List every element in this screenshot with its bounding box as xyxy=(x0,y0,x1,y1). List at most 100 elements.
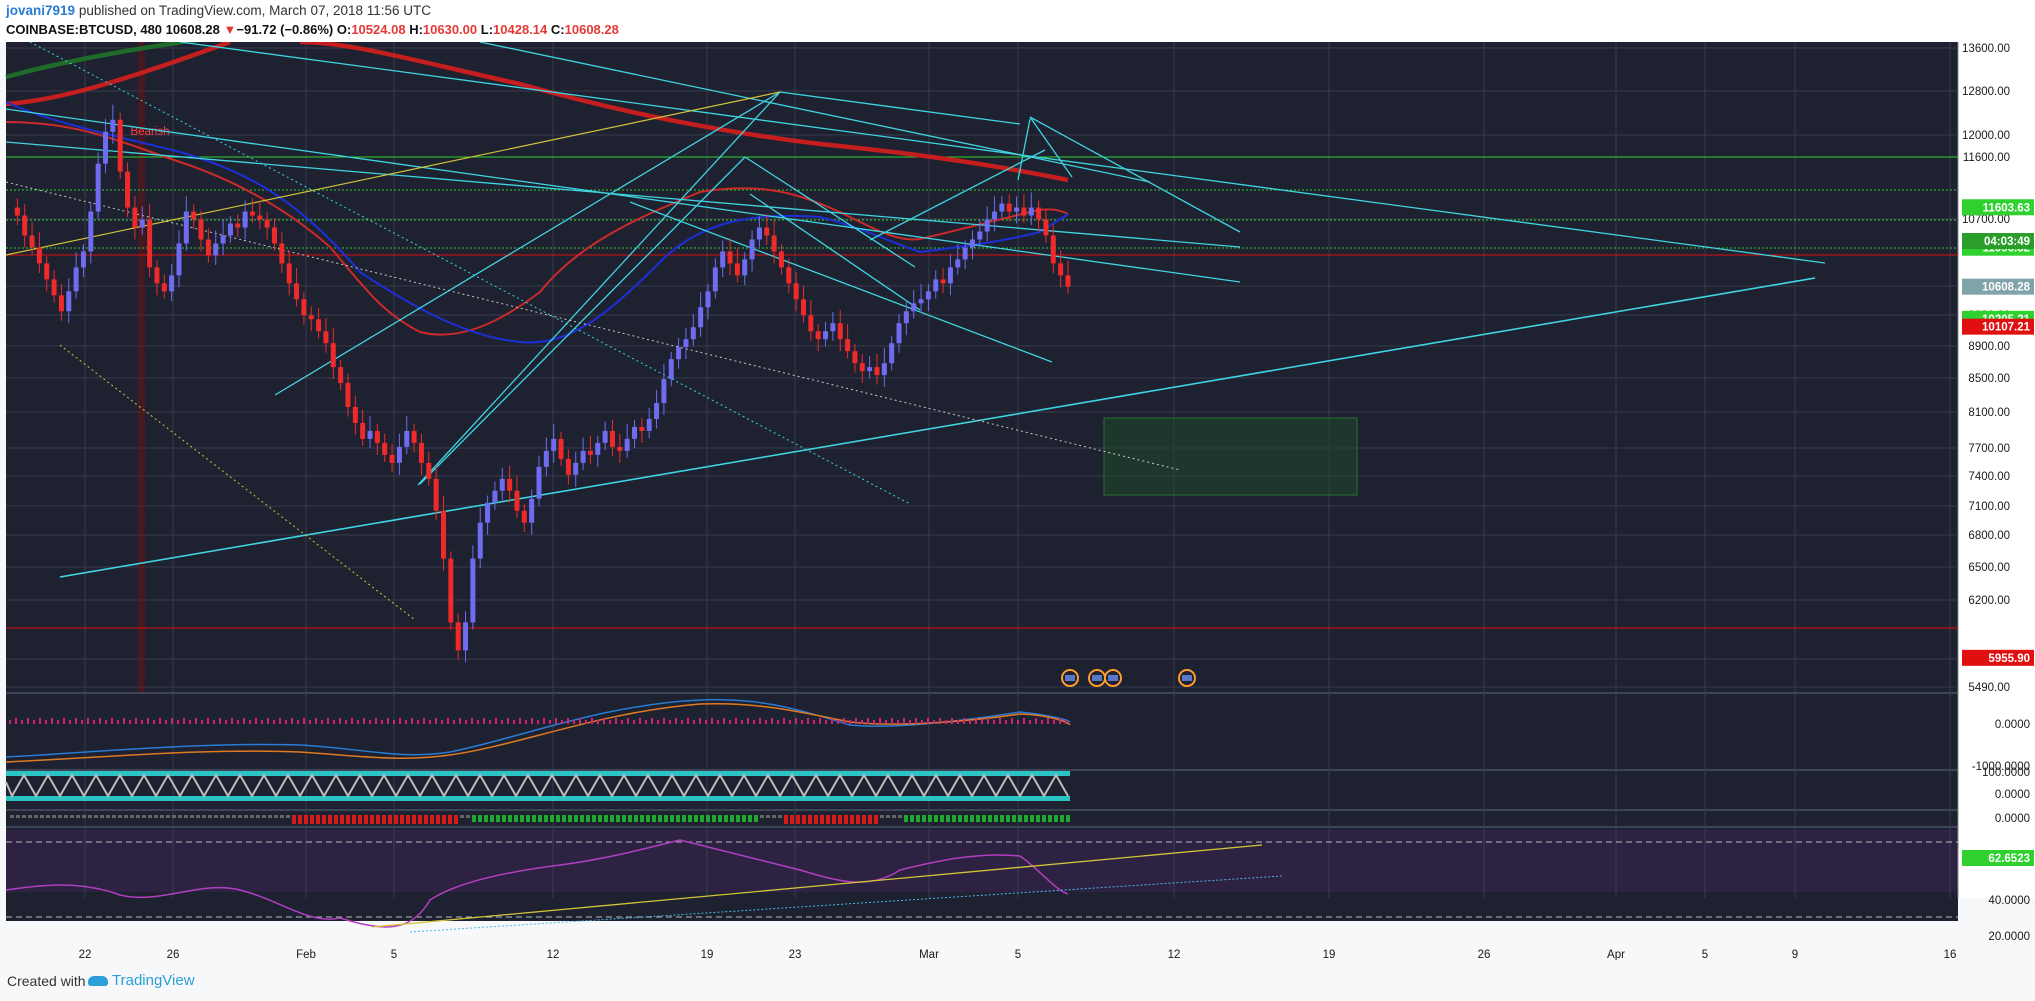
candle-body xyxy=(881,363,887,376)
candle-body xyxy=(661,379,667,404)
momentum-bar xyxy=(526,815,530,822)
momentum-bar xyxy=(370,815,374,824)
momentum-bar xyxy=(310,815,314,824)
candle-body xyxy=(852,351,858,364)
tradingview-link[interactable]: TradingView xyxy=(112,972,195,989)
momentum-bar xyxy=(388,815,392,824)
macd-line xyxy=(5,698,1071,758)
momentum-bar xyxy=(1030,815,1034,822)
momentum-bar xyxy=(856,815,860,824)
momentum-bar xyxy=(22,815,26,818)
momentum-bar xyxy=(292,815,296,824)
momentum-bar xyxy=(784,815,788,824)
momentum-bar xyxy=(736,815,740,822)
momentum-bar xyxy=(106,815,110,818)
candle-body xyxy=(176,243,182,276)
momentum-bar xyxy=(832,815,836,824)
flag-icon xyxy=(1092,675,1102,681)
candle-body xyxy=(896,323,902,344)
momentum-bar xyxy=(58,815,62,818)
momentum-bar xyxy=(28,815,32,818)
header: jovani7919 published on TradingView.com,… xyxy=(0,0,2035,42)
candle-body xyxy=(683,339,689,348)
momentum-bar xyxy=(394,815,398,824)
x-tick-label: Apr xyxy=(1607,949,1625,960)
candle-body xyxy=(845,339,851,352)
candle-body xyxy=(595,442,601,455)
candle-body xyxy=(66,291,72,312)
momentum-bar xyxy=(424,815,428,824)
price-chart[interactable]: 22 26 Feb 5 12 19 23 Mar 5 12 19 26 Apr 5 9 16 13600.00 1… xyxy=(0,42,2035,960)
momentum-bar xyxy=(616,815,620,822)
momentum-bar xyxy=(754,815,758,822)
momentum-bar xyxy=(592,815,596,822)
candle-body xyxy=(874,367,880,376)
momentum-bar xyxy=(688,815,692,822)
momentum-bar xyxy=(694,815,698,822)
high-value: 10630.00 xyxy=(422,22,478,37)
momentum-bar xyxy=(1042,815,1046,822)
down-arrow-icon: ▼ xyxy=(223,22,237,37)
candle-body xyxy=(654,403,660,419)
momentum-bar xyxy=(286,815,290,818)
candle-body xyxy=(499,478,505,491)
candle-body xyxy=(698,307,704,328)
momentum-bar xyxy=(76,815,80,818)
rsi-line xyxy=(5,839,1069,928)
momentum-bar xyxy=(1060,815,1064,822)
trend-line xyxy=(274,91,781,396)
candle-body xyxy=(837,323,843,340)
momentum-bar xyxy=(250,815,254,818)
y-tick-label: 8100.00 xyxy=(1968,407,2010,419)
candle-body xyxy=(720,251,726,268)
momentum-bar xyxy=(274,815,278,818)
momentum-bar xyxy=(226,815,230,818)
momentum-bar xyxy=(244,815,248,818)
momentum-bar xyxy=(496,815,500,822)
candle-body xyxy=(859,363,865,372)
momentum-bar xyxy=(340,815,344,824)
candle-body xyxy=(551,438,557,451)
momentum-bar xyxy=(304,815,308,824)
candle-body xyxy=(80,251,86,268)
momentum-bar xyxy=(790,815,794,824)
candle-body xyxy=(125,171,131,208)
candle-body xyxy=(999,203,1005,212)
candle-body xyxy=(110,119,116,132)
momentum-bar xyxy=(346,815,350,824)
candle-body xyxy=(1014,207,1020,212)
candle-body xyxy=(771,235,777,252)
momentum-bar xyxy=(52,815,56,818)
momentum-bar xyxy=(928,815,932,822)
candle-body xyxy=(823,331,829,340)
momentum-bar xyxy=(556,815,560,822)
momentum-bar xyxy=(1006,815,1010,822)
momentum-bar xyxy=(946,815,950,822)
y-tick-label: 10700.00 xyxy=(1962,214,2010,226)
candle-body xyxy=(169,275,175,292)
trend-line xyxy=(417,91,781,486)
candle-body xyxy=(815,331,821,340)
candle-body xyxy=(889,343,895,364)
candle-body xyxy=(345,383,351,408)
candle-body xyxy=(433,478,439,511)
candle-body xyxy=(903,311,909,324)
price-label-bg xyxy=(1962,233,2034,249)
candle-body xyxy=(440,510,446,559)
author-link[interactable]: jovani7919 xyxy=(6,3,76,18)
momentum-bar xyxy=(262,815,266,818)
y-tick-label: 13600.00 xyxy=(1962,43,2010,55)
momentum-bar xyxy=(94,815,98,818)
candle-body xyxy=(947,267,953,284)
target-zone xyxy=(1103,417,1358,496)
symbol: COINBASE:BTCUSD, 480 xyxy=(6,22,163,37)
momentum-bar xyxy=(574,815,578,822)
candle-body xyxy=(867,367,873,372)
candle-body xyxy=(29,235,35,248)
ma-red-fast xyxy=(5,121,1069,336)
momentum-bar xyxy=(934,815,938,822)
rsi-tick: 20.0000 xyxy=(1988,931,2030,943)
momentum-bar xyxy=(88,815,92,818)
candle-body xyxy=(632,426,638,439)
momentum-bar xyxy=(460,815,464,818)
